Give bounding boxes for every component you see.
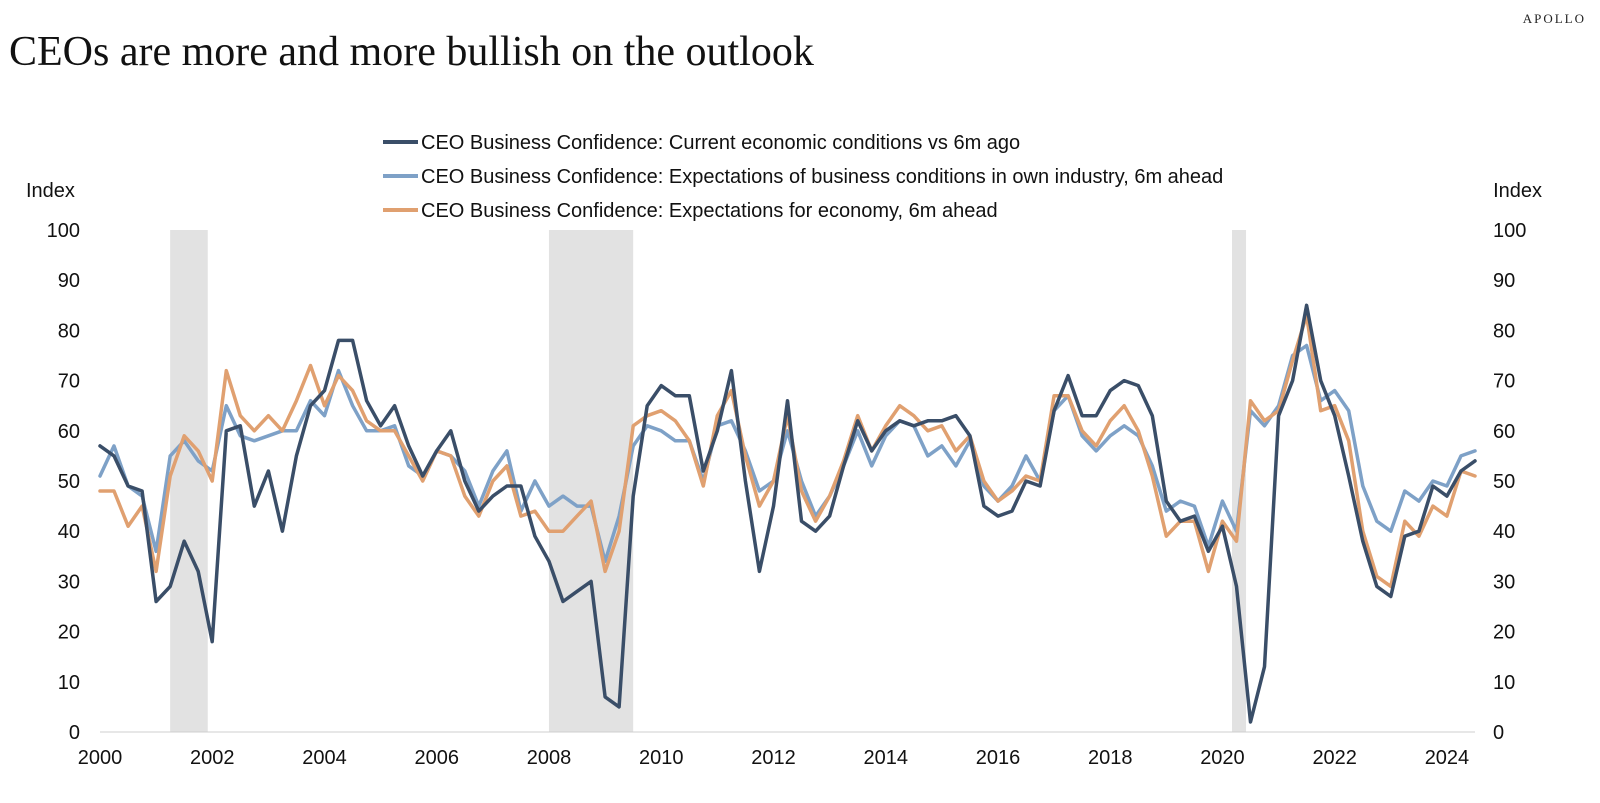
- series-line-3: [98, 313, 1477, 589]
- y-tick-label-left: 20: [58, 622, 80, 644]
- y-axis-right-label: Index: [1493, 180, 1542, 202]
- recession-band: [548, 230, 634, 732]
- y-axis-left: 0 10 20 30 40 50 60 70 80 90 100: [47, 220, 80, 744]
- legend: CEO Business Confidence: Current economi…: [383, 132, 1223, 222]
- y-tick-label-right: 80: [1493, 320, 1515, 342]
- y-tick-label-left: 90: [58, 270, 80, 292]
- y-tick-label-left: 0: [69, 722, 80, 744]
- x-tick-label: 2018: [1088, 747, 1133, 769]
- y-tick-label-left: 40: [58, 521, 80, 543]
- x-tick-label: 2014: [863, 747, 908, 769]
- x-tick-label: 2022: [1312, 747, 1357, 769]
- y-tick-label-left: 100: [47, 220, 80, 242]
- y-tick-label-right: 50: [1493, 471, 1515, 493]
- x-tick-label: 2010: [639, 747, 684, 769]
- recession-bands: [170, 230, 1247, 732]
- x-tick-label: 2020: [1200, 747, 1245, 769]
- page-title: CEOs are more and more bullish on the ou…: [9, 29, 814, 75]
- legend-label: CEO Business Confidence: Current economi…: [421, 132, 1020, 154]
- y-tick-label-left: 50: [58, 471, 80, 493]
- y-axis-right: 0 10 20 30 40 50 60 70 80 90 100: [1493, 220, 1526, 744]
- y-tick-label-left: 70: [58, 371, 80, 393]
- y-tick-label-right: 70: [1493, 371, 1515, 393]
- x-tick-label: 2012: [751, 747, 796, 769]
- y-tick-label-right: 40: [1493, 521, 1515, 543]
- recession-band: [170, 230, 208, 732]
- y-tick-label-left: 10: [58, 672, 80, 694]
- y-tick-label-left: 30: [58, 571, 80, 593]
- x-axis-ticks: 2000 2002 2004 2006 2008 2010 2012 2014 2016 2018…: [78, 747, 1469, 769]
- legend-label: CEO Business Confidence: Expectations fo…: [421, 200, 998, 222]
- x-tick-label: 2006: [414, 747, 459, 769]
- brand-logo: APOLLO: [1522, 11, 1586, 26]
- y-tick-label-right: 30: [1493, 571, 1515, 593]
- legend-label: CEO Business Confidence: Expectations of…: [421, 166, 1223, 188]
- y-tick-label-right: 90: [1493, 270, 1515, 292]
- series-line-1: [98, 303, 1477, 724]
- x-tick-label: 2000: [78, 747, 123, 769]
- recession-band: [1231, 230, 1247, 732]
- x-tick-label: 2016: [976, 747, 1021, 769]
- x-tick-label: 2008: [527, 747, 572, 769]
- y-tick-label-right: 0: [1493, 722, 1504, 744]
- y-tick-label-right: 100: [1493, 220, 1526, 242]
- x-tick-label: 2002: [190, 747, 235, 769]
- y-tick-label-right: 60: [1493, 421, 1515, 443]
- y-tick-label-left: 80: [58, 320, 80, 342]
- x-tick-label: 2004: [302, 747, 347, 769]
- series-lines: [98, 303, 1477, 724]
- y-tick-label-right: 20: [1493, 622, 1515, 644]
- y-axis-left-label: Index: [26, 180, 75, 202]
- y-tick-label-right: 10: [1493, 672, 1515, 694]
- x-tick-label: 2024: [1425, 747, 1470, 769]
- y-tick-label-left: 60: [58, 421, 80, 443]
